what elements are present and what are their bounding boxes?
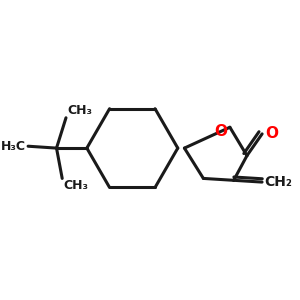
Text: CH₃: CH₃ [67, 104, 92, 117]
Text: H₃C: H₃C [1, 140, 26, 153]
Text: O: O [214, 124, 227, 140]
Text: O: O [265, 126, 278, 141]
Text: CH₂: CH₂ [264, 175, 292, 189]
Text: CH₃: CH₃ [63, 179, 88, 192]
